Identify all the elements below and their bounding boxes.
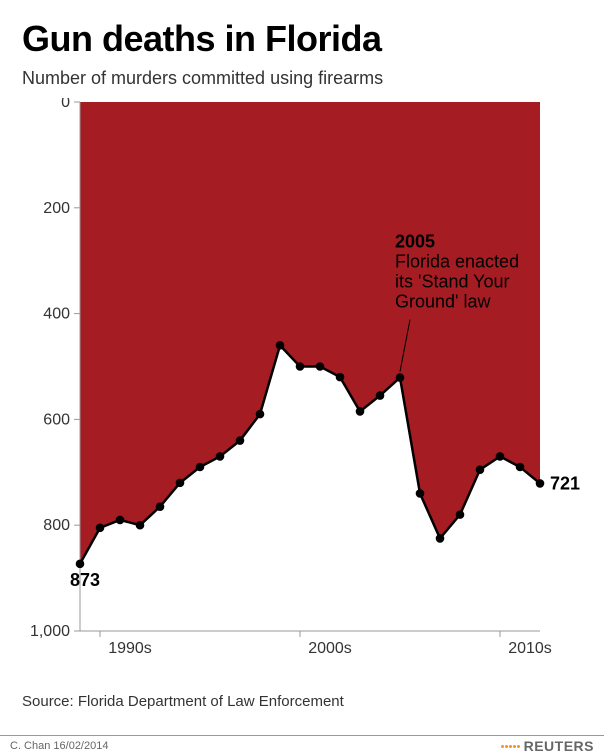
data-point xyxy=(296,362,305,371)
data-point xyxy=(236,436,245,445)
y-tick-label: 1,000 xyxy=(30,623,70,640)
data-point xyxy=(476,465,485,474)
brand-logo: REUTERS xyxy=(501,738,594,754)
annotation-line: its 'Stand Your xyxy=(395,272,510,292)
brand-text: REUTERS xyxy=(524,738,594,754)
data-point xyxy=(176,479,185,488)
chart-area: 0 200 400 600 800 1,000 1990s 2000s 2010s 2005Flo… xyxy=(22,98,582,673)
data-point xyxy=(136,521,145,530)
data-point xyxy=(196,463,205,472)
data-point xyxy=(96,524,105,533)
y-tick-label: 200 xyxy=(43,200,70,217)
data-point xyxy=(316,362,325,371)
data-point xyxy=(396,373,405,382)
data-point xyxy=(416,489,425,498)
data-point xyxy=(116,516,125,525)
data-point xyxy=(336,373,345,382)
data-point xyxy=(516,463,525,472)
y-tick-label: 600 xyxy=(43,411,70,428)
chart-title: Gun deaths in Florida xyxy=(22,18,382,60)
brand-dots-icon xyxy=(501,745,520,748)
data-point xyxy=(76,560,85,569)
credit-text: C. Chan 16/02/2014 xyxy=(10,740,108,752)
annotation-year: 2005 xyxy=(395,232,435,252)
y-tick-label: 800 xyxy=(43,517,70,534)
point-label: 721 xyxy=(550,473,580,493)
chart-subtitle: Number of murders committed using firear… xyxy=(22,68,383,89)
x-tick-label: 2010s xyxy=(508,640,552,657)
y-tick-label: 400 xyxy=(43,306,70,323)
area-fill xyxy=(80,102,540,564)
data-point xyxy=(156,502,165,511)
data-point xyxy=(216,452,225,461)
point-label: 873 xyxy=(70,570,100,590)
data-point xyxy=(376,391,385,400)
x-tick-label: 1990s xyxy=(108,640,152,657)
footer-rule xyxy=(0,735,604,736)
annotation-line: Ground' law xyxy=(395,292,491,312)
data-point xyxy=(436,534,445,543)
chart-svg: 0 200 400 600 800 1,000 1990s 2000s 2010s 2005Flo… xyxy=(22,98,582,673)
data-point xyxy=(456,510,465,519)
data-point xyxy=(276,341,285,350)
annotation-line: Florida enacted xyxy=(395,252,519,272)
x-tick-label: 2000s xyxy=(308,640,352,657)
data-point xyxy=(256,410,265,419)
y-tick-label: 0 xyxy=(61,98,70,111)
data-point xyxy=(496,452,505,461)
source-text: Source: Florida Department of Law Enforc… xyxy=(22,693,344,710)
data-point xyxy=(356,407,365,416)
data-point xyxy=(536,479,545,488)
